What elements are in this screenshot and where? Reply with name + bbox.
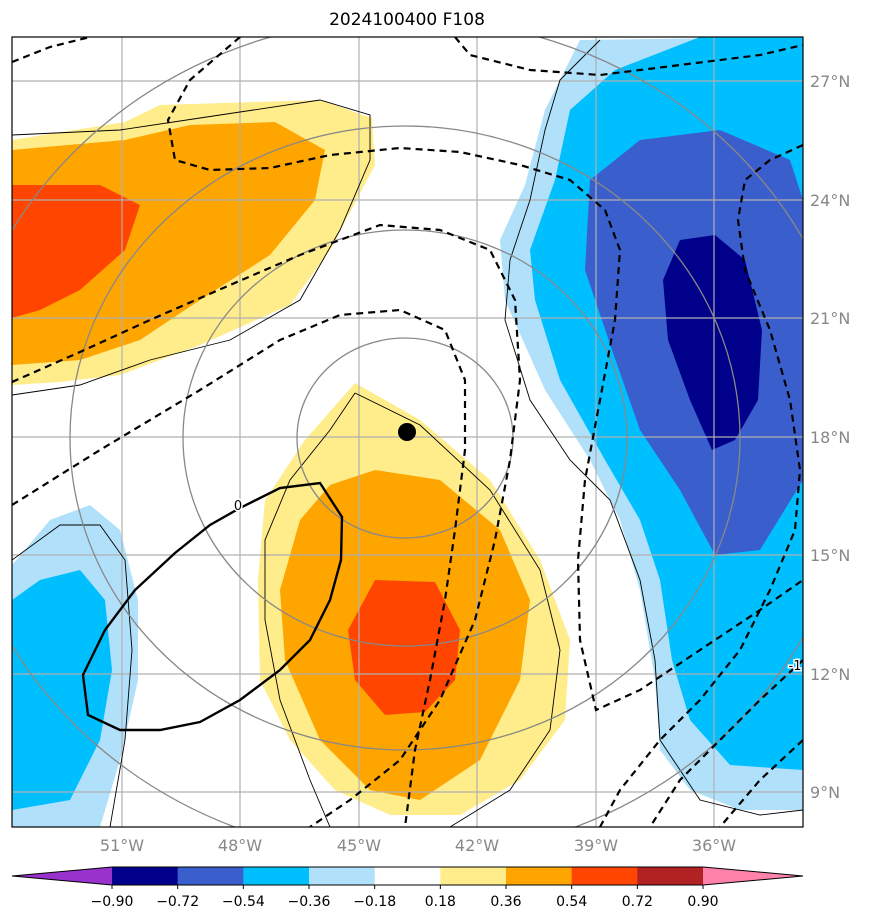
x-tick-51w: 51°W <box>100 836 144 855</box>
plot-area: 0 -1 <box>12 37 803 827</box>
colorbar-segment <box>440 867 507 885</box>
dashed-contours <box>12 37 803 827</box>
colorbar-segment <box>506 867 573 885</box>
x-tick-48w: 48°W <box>218 836 262 855</box>
colorbar-segment <box>637 867 704 885</box>
gridlines <box>12 37 803 827</box>
colorbar-tick-label: 0.18 <box>425 894 456 910</box>
field-nw-054 <box>12 122 325 365</box>
colorbar-tick-label: −0.90 <box>91 894 134 910</box>
colorbar-segment <box>374 867 441 885</box>
x-tick-36w: 36°W <box>692 836 736 855</box>
chart-title: 2024100400 F108 <box>329 10 485 30</box>
colorbar: −0.90 −0.72 −0.54 −0.36 −0.18 0.18 0.36 0.54 0.7… <box>11 866 804 910</box>
contour-label-neg1: -1 <box>789 659 802 674</box>
field-nw-072 <box>12 185 140 318</box>
thin-contours <box>12 39 803 827</box>
colorbar-tick-label: −0.54 <box>222 894 265 910</box>
x-tick-42w: 42°W <box>455 836 499 855</box>
colorbar-tick-label: 0.54 <box>556 894 587 910</box>
colorbar-segment <box>571 867 638 885</box>
y-tick-15n: 15°N <box>810 546 850 565</box>
plot-frame <box>11 36 804 828</box>
storm-center-marker <box>398 423 416 441</box>
y-tick-27n: 27°N <box>810 72 850 91</box>
colorbar-tick-label: −0.36 <box>288 894 331 910</box>
colorbar-tick-label: −0.18 <box>353 894 396 910</box>
colorbar-extend-low <box>12 867 112 885</box>
x-tick-39w: 39°W <box>574 836 618 855</box>
colorbar-segment <box>112 867 179 885</box>
shaded-fields <box>12 37 803 827</box>
y-axis-ticks: 27°N 24°N 21°N 18°N 15°N 12°N 9°N <box>810 72 850 802</box>
y-tick-24n: 24°N <box>810 191 850 210</box>
colorbar-tick-label: 0.36 <box>490 894 521 910</box>
colorbar-tick-label: 0.72 <box>622 894 653 910</box>
field-sw-036 <box>12 570 112 810</box>
y-tick-12n: 12°N <box>810 665 850 684</box>
colorbar-segment <box>309 867 376 885</box>
y-tick-21n: 21°N <box>810 309 850 328</box>
y-tick-9n: 9°N <box>810 783 840 802</box>
y-tick-18n: 18°N <box>810 428 850 447</box>
field-c-072 <box>348 580 460 715</box>
colorbar-extend-high <box>703 867 803 885</box>
contour-label-0: 0 <box>234 499 242 514</box>
colorbar-segment <box>243 867 310 885</box>
solid-contour <box>81 481 344 732</box>
x-tick-45w: 45°W <box>337 836 381 855</box>
colorbar-segment <box>177 867 244 885</box>
colorbar-tick-label: −0.72 <box>156 894 199 910</box>
x-axis-ticks: 51°W 48°W 45°W 42°W 39°W 36°W <box>100 836 736 855</box>
colorbar-tick-label: 0.90 <box>687 894 718 910</box>
